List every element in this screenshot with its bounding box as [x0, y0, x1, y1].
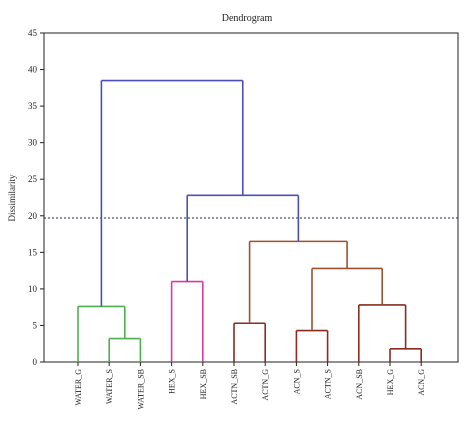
leaf-label: ACTN_S — [324, 369, 333, 399]
plot-area: 0 5 10 15 20 25 30 35 40 45 WATER_G WATER_S WATER_SB… — [28, 28, 459, 409]
y-tick-label: 15 — [28, 247, 38, 257]
y-tick-label: 0 — [33, 357, 38, 367]
leaf-label: WATER_G — [74, 369, 83, 406]
y-tick-label: 20 — [28, 211, 38, 221]
y-tick-label: 40 — [28, 65, 38, 75]
y-tick-label: 5 — [33, 320, 38, 330]
leaf-label: HEX_S — [168, 369, 177, 394]
y-tick-label: 25 — [28, 174, 38, 184]
y-tick-label: 30 — [28, 138, 38, 148]
leaf-label: ACN_S — [292, 369, 301, 394]
leaf-label: ACN_G — [417, 369, 426, 396]
y-tick-label: 10 — [28, 284, 38, 294]
leaf-label: WATER_S — [105, 369, 114, 404]
y-tick-label: 35 — [28, 101, 38, 111]
y-tick-label: 45 — [28, 28, 38, 38]
leaf-label: ACTN_SB — [230, 369, 239, 405]
plot-frame — [43, 32, 459, 363]
leaf-label: WATER_SB — [136, 369, 145, 409]
chart-title: Dendrogram — [222, 13, 273, 24]
leaf-label: ACTN_G — [261, 369, 270, 401]
leaf-label: ACN_SB — [355, 369, 364, 400]
leaf-label: HEX_G — [386, 369, 395, 395]
y-axis-label: Dissimilarity — [7, 174, 17, 221]
leaf-label: HEX_SB — [199, 369, 208, 399]
